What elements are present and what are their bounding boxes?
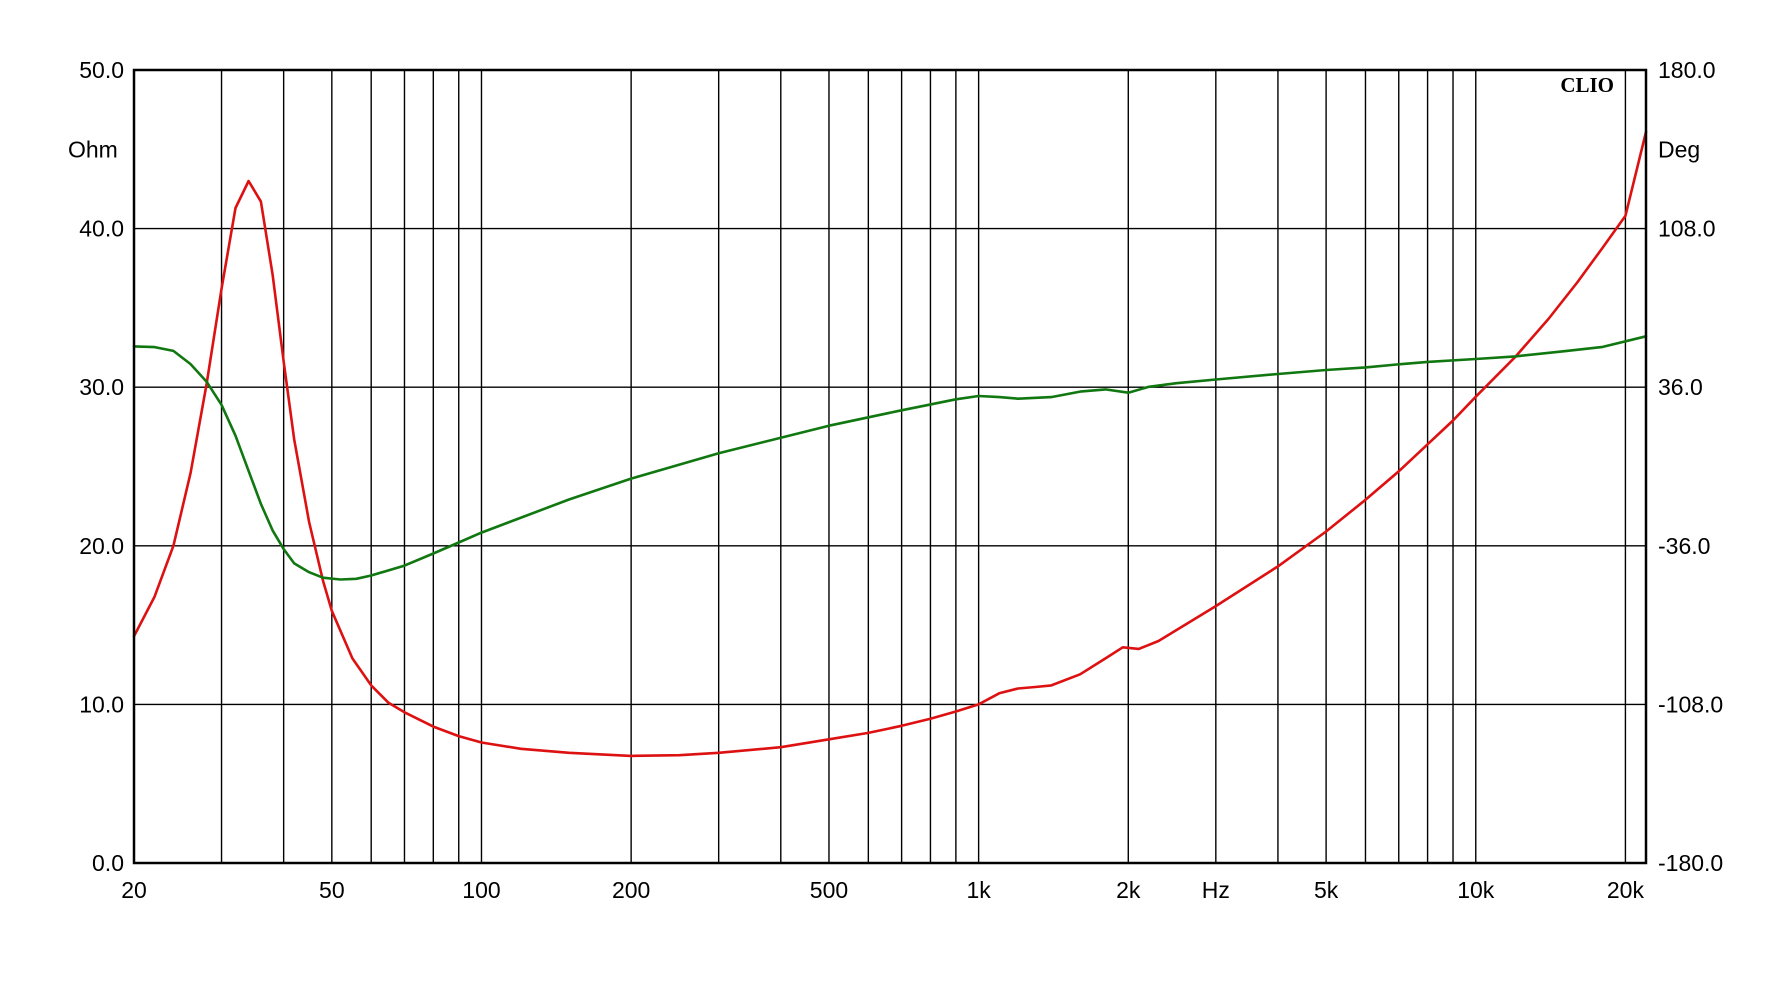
y-right-tick-label: -180.0 xyxy=(1658,850,1723,876)
x-tick-label: 5k xyxy=(1314,877,1339,903)
tick-labels: 20 50 100 200 500 1k 2k 5k 10k 20k 0.0 10.0 20.0 30.0… xyxy=(79,57,1723,903)
y-left-tick-label: 10.0 xyxy=(79,691,124,717)
x-tick-label: 20 xyxy=(121,877,147,903)
y-right-tick-label: 36.0 xyxy=(1658,374,1703,400)
y-right-tick-label: 180.0 xyxy=(1658,57,1716,83)
phase-trace xyxy=(132,334,1648,581)
x-tick-label: 2k xyxy=(1116,877,1141,903)
x-tick-label: 500 xyxy=(810,877,848,903)
y-left-tick-label: 0.0 xyxy=(92,850,124,876)
data-traces xyxy=(132,130,1648,758)
x-axis-unit-label: Hz xyxy=(1202,877,1230,903)
y-axis-right-label: Deg xyxy=(1658,136,1700,162)
brand-logo-text: CLIO xyxy=(1560,73,1614,97)
y-right-tick-label: -108.0 xyxy=(1658,691,1723,717)
y-axis-left-label: Ohm xyxy=(68,136,118,162)
y-left-tick-label: 50.0 xyxy=(79,57,124,83)
y-left-tick-label: 40.0 xyxy=(79,216,124,242)
x-tick-label: 100 xyxy=(462,877,500,903)
x-tick-label: 50 xyxy=(319,877,345,903)
y-right-tick-label: -36.0 xyxy=(1658,533,1710,559)
x-tick-label: 20k xyxy=(1607,877,1645,903)
y-left-tick-label: 30.0 xyxy=(79,374,124,400)
x-tick-label: 1k xyxy=(966,877,991,903)
x-tick-label: 10k xyxy=(1457,877,1495,903)
impedance-trace xyxy=(132,130,1648,758)
plot-frame xyxy=(132,68,1648,865)
y-left-tick-label: 20.0 xyxy=(79,533,124,559)
y-right-tick-label: 108.0 xyxy=(1658,216,1716,242)
x-tick-label: 200 xyxy=(612,877,650,903)
